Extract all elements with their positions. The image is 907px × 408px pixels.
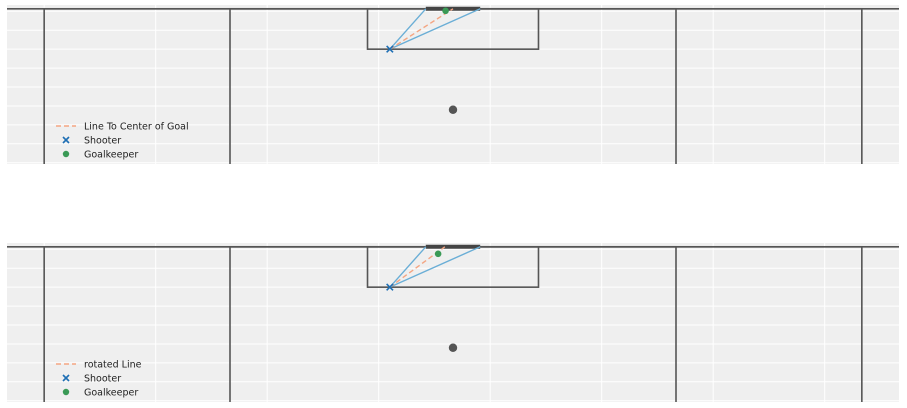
- chart-panel-2: rotated Line Shooter Goalkeeper: [7, 243, 899, 402]
- legend-label-line: Line To Center of Goal: [84, 121, 189, 132]
- legend-label-shooter: Shooter: [84, 135, 121, 146]
- legend-label-line: rotated Line: [84, 359, 142, 370]
- legend-label-goalkeeper: Goalkeeper: [84, 149, 138, 160]
- plot-background: [7, 5, 899, 164]
- chart-panel-1: Line To Center of Goal Shooter Goalkeeper: [7, 5, 899, 164]
- legend: Line To Center of Goal Shooter Goalkeeper: [56, 121, 189, 160]
- shooter-point: [386, 283, 394, 291]
- legend-label-goalkeeper: Goalkeeper: [84, 387, 138, 398]
- guide-line: [389, 8, 454, 50]
- shooter-point: [386, 45, 394, 53]
- legend-goalkeeper-swatch: [62, 388, 70, 396]
- legend-shooter-swatch: [62, 374, 70, 382]
- shot-cone-edge-right: [389, 8, 481, 50]
- shot-cone-edge-right: [389, 246, 481, 288]
- legend-label-shooter: Shooter: [84, 373, 121, 384]
- plot-background: [7, 243, 899, 402]
- legend-goalkeeper-swatch: [62, 150, 70, 158]
- penalty-spot: [448, 105, 458, 114]
- goalkeeper-point: [442, 7, 449, 15]
- goalkeeper-point: [434, 250, 442, 258]
- shot-cone-edge-left: [389, 8, 427, 50]
- shot-cone-edge-left: [389, 246, 427, 288]
- plot-area: [7, 5, 899, 164]
- legend-shooter-swatch: [62, 136, 70, 144]
- legend: rotated Line Shooter Goalkeeper: [56, 359, 142, 398]
- penalty-spot: [448, 343, 458, 352]
- plot-area: [7, 243, 899, 402]
